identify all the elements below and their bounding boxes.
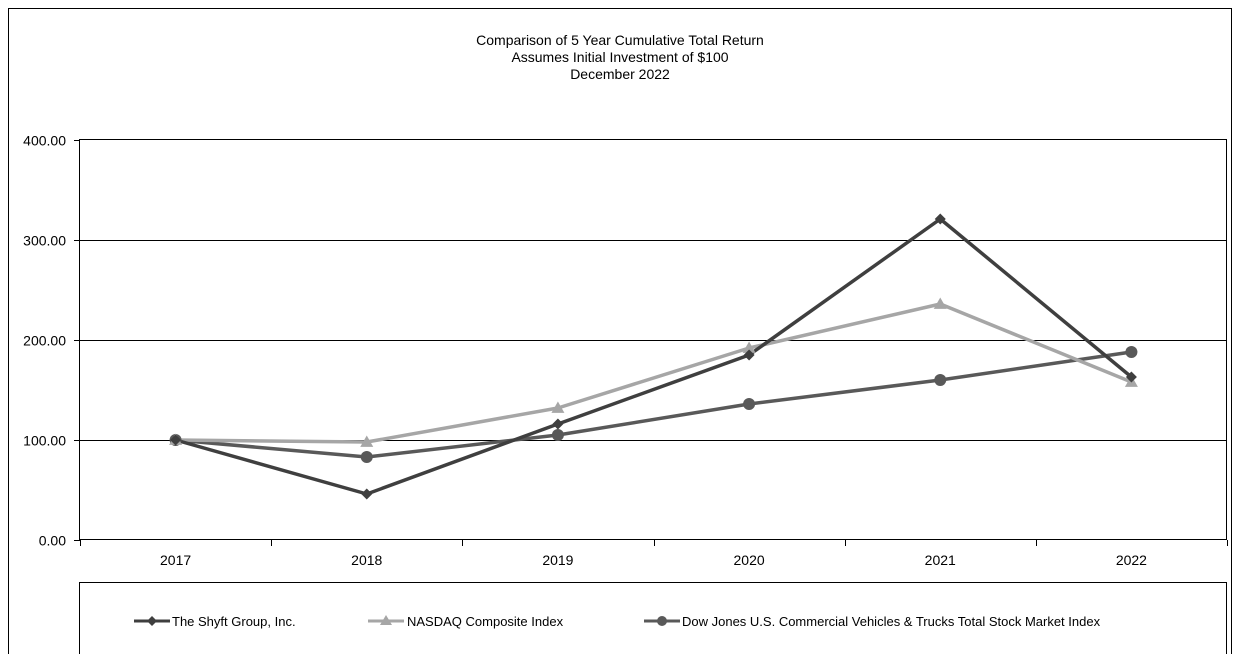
x-axis-ticks: 2017 2018 2019 2020 2021 2022 bbox=[80, 540, 1228, 568]
legend-marker-dowjones bbox=[657, 616, 667, 626]
plot-area-border bbox=[79, 139, 1227, 540]
legend-item-nasdaq: NASDAQ Composite Index bbox=[368, 614, 564, 629]
data-point-circle bbox=[1125, 346, 1138, 358]
series-line-triangle bbox=[175, 302, 1133, 444]
y-tick-label: 200.00 bbox=[23, 333, 66, 349]
data-point-circle bbox=[551, 429, 564, 441]
data-point-circle bbox=[743, 398, 756, 410]
x-tick-label: 2017 bbox=[160, 552, 191, 568]
x-tick-label: 2019 bbox=[542, 552, 573, 568]
data-point-triangle bbox=[551, 401, 565, 413]
data-point-triangle bbox=[742, 341, 756, 353]
chart-title-line-3: December 2022 bbox=[570, 66, 670, 82]
x-tick-label: 2020 bbox=[734, 552, 765, 568]
x-tick-label: 2021 bbox=[925, 552, 956, 568]
data-point-triangle bbox=[360, 435, 374, 447]
data-point-circle bbox=[360, 451, 373, 463]
legend-item-shyft: The Shyft Group, Inc. bbox=[134, 614, 296, 629]
x-tick-label: 2018 bbox=[351, 552, 382, 568]
data-point-triangle bbox=[933, 297, 947, 309]
data-point-diamond bbox=[934, 213, 946, 225]
legend-label-dowjones: Dow Jones U.S. Commercial Vehicles & Tru… bbox=[682, 614, 1101, 629]
data-point-diamond bbox=[1125, 371, 1137, 383]
data-point-diamond bbox=[552, 418, 564, 430]
legend-label-nasdaq: NASDAQ Composite Index bbox=[407, 614, 564, 629]
legend-item-dowjones: Dow Jones U.S. Commercial Vehicles & Tru… bbox=[644, 614, 1101, 629]
series-line-circle bbox=[175, 350, 1132, 459]
y-axis-ticks: 0.00 100.00 200.00 300.00 400.00 bbox=[23, 133, 80, 549]
data-point-diamond bbox=[361, 488, 373, 500]
figure-border bbox=[8, 8, 1232, 655]
series-line-diamond bbox=[175, 217, 1133, 496]
legend-marker-shyft bbox=[147, 616, 157, 626]
chart-title-line-2: Assumes Initial Investment of $100 bbox=[511, 49, 728, 65]
legend: The Shyft Group, Inc. NASDAQ Composite I… bbox=[134, 614, 1101, 629]
legend-marker-nasdaq bbox=[380, 615, 392, 625]
data-point-diamond bbox=[170, 434, 182, 446]
chart-title-line-1: Comparison of 5 Year Cumulative Total Re… bbox=[476, 32, 764, 48]
legend-label-shyft: The Shyft Group, Inc. bbox=[172, 614, 296, 629]
y-tick-label: 300.00 bbox=[23, 233, 66, 249]
y-tick-label: 0.00 bbox=[39, 533, 66, 549]
x-tick-label: 2022 bbox=[1116, 552, 1147, 568]
chart-title: Comparison of 5 Year Cumulative Total Re… bbox=[476, 32, 764, 82]
y-tick-label: 400.00 bbox=[23, 133, 66, 149]
data-point-circle bbox=[934, 374, 947, 386]
data-point-diamond bbox=[743, 349, 755, 361]
y-tick-label: 100.00 bbox=[23, 433, 66, 449]
series-layer bbox=[169, 213, 1138, 500]
